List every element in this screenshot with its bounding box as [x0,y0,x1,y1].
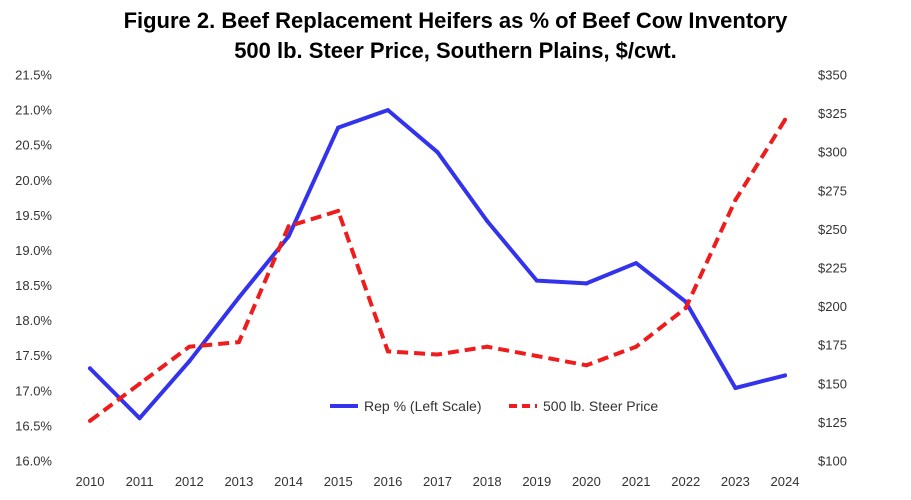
rep-percent-point [584,281,589,286]
chart-title: Figure 2. Beef Replacement Heifers as % … [123,8,788,33]
steer-price-point [534,354,539,359]
x-tick-label: 2015 [324,474,353,489]
left-tick-label: 17.0% [15,383,52,398]
steer-price-point [584,363,589,368]
x-tick-label: 2023 [721,474,750,489]
right-tick-label: $100 [818,454,847,469]
steer-price-point [385,349,390,354]
steer-price-point [137,381,142,386]
series-layer [88,108,787,423]
left-tick-label: 19.0% [15,243,52,258]
left-tick-label: 20.0% [15,173,52,188]
legend-label: 500 lb. Steer Price [543,398,658,414]
x-tick-label: 2018 [473,474,502,489]
steer-price-point [435,352,440,357]
steer-price-point [187,344,192,349]
left-tick-label: 21.0% [15,103,52,118]
left-tick-label: 17.5% [15,348,52,363]
right-tick-label: $300 [818,145,847,160]
x-tick-label: 2020 [572,474,601,489]
legend: Rep % (Left Scale) 500 lb. Steer Price [330,398,658,414]
x-axis: 2010 2011 2012 2013 2014 2015 2016 2017 2018 2019… [76,474,800,489]
left-axis: 16.0% 16.5% 17.0% 17.5% 18.0% 18.5% 19.0% 19.5%… [15,68,52,469]
right-tick-label: $175 [818,338,847,353]
left-tick-label: 16.5% [15,418,52,433]
x-tick-label: 2012 [175,474,204,489]
right-tick-label: $125 [818,415,847,430]
rep-percent-point [336,125,341,130]
rep-percent-point [187,359,192,364]
x-tick-label: 2014 [274,474,303,489]
x-tick-label: 2017 [423,474,452,489]
right-tick-label: $150 [818,376,847,391]
steer-price-point [88,418,92,423]
left-tick-label: 18.5% [15,278,52,293]
right-axis: $100 $125 $150 $175 $200 $225 $250 $275 $300 $325… [818,68,847,469]
x-tick-label: 2022 [671,474,700,489]
steer-price-point [485,344,490,349]
steer-price-point [236,340,241,345]
steer-price-point [336,208,341,213]
steer-price-point [733,198,738,203]
legend-label: Rep % (Left Scale) [364,398,482,414]
steer-price-point [783,117,787,122]
right-tick-label: $225 [818,261,847,276]
steer-price-point [634,344,639,349]
left-tick-label: 16.0% [15,454,52,469]
rep-percent-point [236,295,241,300]
left-tick-label: 21.5% [15,68,52,83]
x-tick-label: 2024 [771,474,800,489]
rep-percent-point [137,416,142,421]
chart-title-block: Figure 2. Beef Replacement Heifers as % … [0,6,911,66]
right-tick-label: $250 [818,222,847,237]
right-tick-label: $200 [818,299,847,314]
x-tick-label: 2016 [373,474,402,489]
left-tick-label: 18.0% [15,313,52,328]
rep-percent-point [385,108,390,113]
right-tick-label: $275 [818,183,847,198]
x-tick-label: 2021 [622,474,651,489]
rep-percent-point [634,261,639,266]
rep-percent-point [733,386,738,391]
x-tick-label: 2019 [522,474,551,489]
x-tick-label: 2011 [126,474,154,489]
chart-subtitle: 500 lb. Steer Price, Southern Plains, $/… [234,38,677,63]
rep-percent-line [88,108,787,421]
steer-price-point [286,224,291,229]
rep-percent-point [534,278,539,283]
left-tick-label: 19.5% [15,208,52,223]
rep-percent-point [435,150,440,155]
left-tick-label: 20.5% [15,138,52,153]
x-tick-label: 2013 [224,474,253,489]
rep-percent-point [783,373,787,378]
right-tick-label: $350 [818,68,847,83]
steer-price-line [88,118,787,423]
rep-percent-point [485,218,490,223]
x-tick-label: 2010 [76,474,105,489]
rep-percent-point [88,366,92,371]
right-tick-label: $325 [818,106,847,121]
rep-percent-point [286,234,291,239]
steer-price-point [683,306,688,311]
